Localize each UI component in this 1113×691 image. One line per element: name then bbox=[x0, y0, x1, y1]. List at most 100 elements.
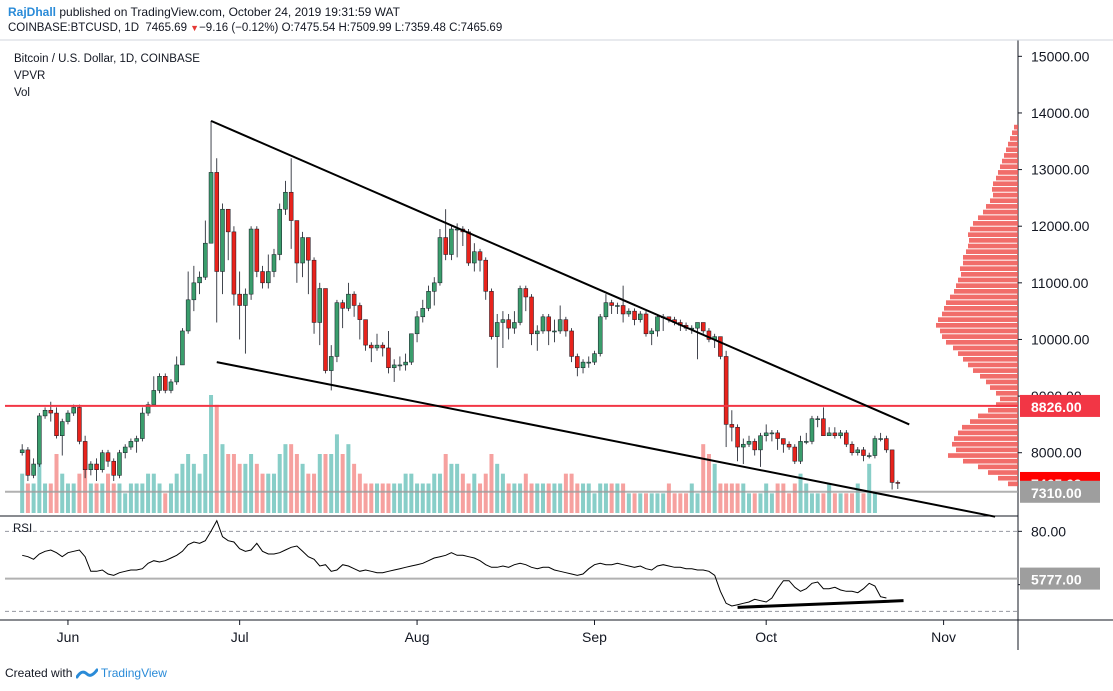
price-label-box bbox=[1020, 480, 1100, 503]
candle-body bbox=[592, 353, 597, 363]
series-title[interactable]: Bitcoin / U.S. Dollar, 1D, COINBASE bbox=[14, 53, 200, 65]
created-with-text: Created with bbox=[5, 666, 73, 680]
candle-body bbox=[638, 313, 643, 320]
price-axis: 8000.009000.0010000.0011000.0012000.0013… bbox=[1018, 48, 1100, 590]
volume-bar bbox=[403, 473, 408, 513]
volume-bar bbox=[306, 473, 311, 513]
candle-body bbox=[655, 316, 660, 332]
volume-bar bbox=[146, 473, 151, 513]
volume-bar bbox=[586, 483, 591, 513]
candle-body bbox=[729, 424, 735, 428]
candle-body bbox=[884, 438, 889, 451]
footer: Created with TradingView bbox=[5, 666, 167, 681]
volume-bar bbox=[695, 493, 700, 513]
volume-bar bbox=[426, 483, 431, 513]
volume-bar bbox=[672, 493, 677, 513]
candle-body bbox=[157, 376, 162, 391]
volume-bar bbox=[609, 483, 614, 513]
candle-body bbox=[363, 319, 368, 346]
volume-bar bbox=[31, 483, 36, 513]
vpvr-row bbox=[1000, 396, 1018, 402]
candle-body bbox=[483, 259, 488, 292]
volume-bar bbox=[546, 483, 551, 513]
volume-bar bbox=[163, 493, 168, 513]
vpvr-row bbox=[970, 226, 1018, 232]
candle-body bbox=[552, 330, 557, 333]
volume-bar bbox=[621, 483, 626, 513]
candle-body bbox=[334, 302, 340, 357]
volume-bar bbox=[409, 473, 414, 513]
candle-body bbox=[19, 449, 25, 453]
vpvr-row bbox=[954, 288, 1018, 294]
candle-body bbox=[546, 316, 551, 332]
candle-body bbox=[340, 302, 345, 309]
vpvr-row bbox=[1014, 124, 1018, 130]
vpvr-row bbox=[952, 441, 1018, 447]
candle-body bbox=[174, 364, 179, 383]
volume-bar bbox=[655, 493, 660, 513]
volume-bar bbox=[523, 473, 528, 513]
volume-bar bbox=[449, 463, 454, 513]
candle-body bbox=[94, 463, 99, 470]
volume-bar bbox=[128, 483, 133, 513]
vpvr-row bbox=[960, 266, 1018, 272]
vpvr-row bbox=[980, 373, 1018, 379]
indicator-vol[interactable]: Vol bbox=[14, 87, 30, 99]
candle-body bbox=[145, 404, 151, 414]
volume-bar bbox=[638, 493, 643, 513]
candle-body bbox=[374, 344, 380, 349]
candle-body bbox=[311, 259, 317, 323]
candle-body bbox=[844, 432, 849, 445]
volume-bar bbox=[100, 483, 105, 513]
volume-bar bbox=[37, 463, 42, 513]
candle-body bbox=[277, 208, 282, 255]
vpvr-row bbox=[944, 305, 1018, 311]
low-value: 7359.48 bbox=[404, 22, 446, 34]
vpvr-row bbox=[973, 221, 1018, 226]
candle-body bbox=[741, 443, 746, 448]
volume-bar bbox=[369, 483, 374, 513]
open-label: O: bbox=[281, 22, 294, 34]
candle-body bbox=[695, 322, 700, 329]
volume-bar bbox=[140, 483, 145, 513]
price-tick-label: 15000.00 bbox=[1031, 48, 1090, 64]
candle-body bbox=[105, 452, 111, 462]
volume-bar bbox=[764, 483, 769, 513]
author-link[interactable]: RajDhall bbox=[8, 5, 57, 19]
tradingview-brand[interactable]: TradingView bbox=[100, 666, 167, 680]
candle-body bbox=[328, 356, 334, 371]
candle-body bbox=[191, 282, 197, 301]
volume-bar bbox=[809, 493, 814, 513]
volume-bar bbox=[758, 493, 763, 513]
volume-bar bbox=[815, 493, 820, 513]
candle-body bbox=[397, 364, 403, 367]
volume-bar bbox=[872, 493, 877, 513]
volume-bar bbox=[437, 473, 442, 513]
volume-bar bbox=[260, 473, 265, 513]
candle-body bbox=[306, 237, 311, 261]
candle-body bbox=[140, 412, 145, 439]
candle-body bbox=[586, 361, 592, 364]
vpvr-row bbox=[996, 390, 1018, 396]
candle-body bbox=[300, 237, 305, 264]
candle-body bbox=[792, 446, 798, 462]
candle-body bbox=[220, 208, 225, 272]
candle-body bbox=[260, 271, 265, 284]
volume-bar bbox=[804, 483, 809, 513]
volume-bar bbox=[312, 473, 317, 513]
vpvr-row bbox=[978, 413, 1018, 419]
volume-bar bbox=[718, 483, 723, 513]
volume-bar bbox=[460, 473, 465, 513]
indicator-vpvr[interactable]: VPVR bbox=[14, 70, 46, 82]
volume-bar bbox=[443, 454, 448, 513]
candle-body bbox=[872, 438, 878, 456]
volume-bar bbox=[386, 483, 391, 513]
rsi-label[interactable]: RSI bbox=[13, 523, 33, 535]
volume-bar bbox=[54, 454, 59, 513]
price-lines bbox=[5, 404, 1018, 580]
vpvr-row bbox=[956, 283, 1018, 288]
candle-body bbox=[861, 449, 866, 456]
volume-bar bbox=[283, 444, 288, 513]
